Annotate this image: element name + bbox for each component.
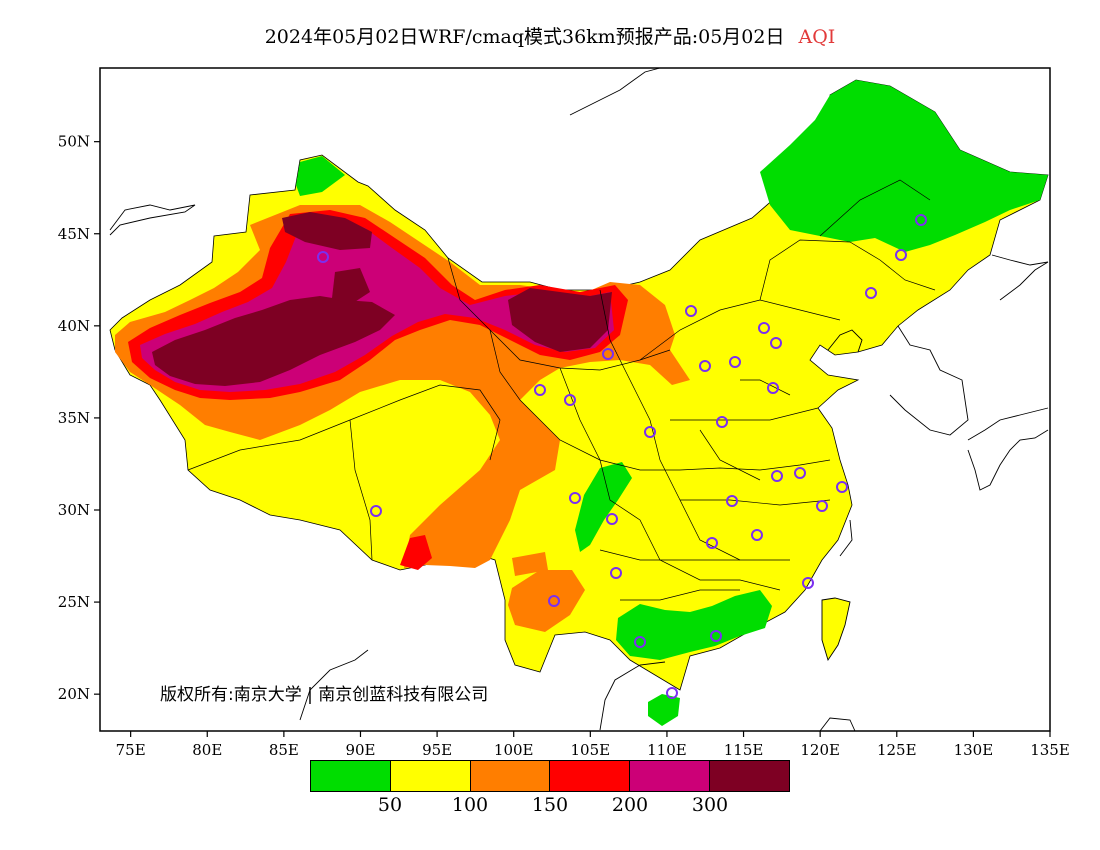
station-marker — [771, 470, 783, 482]
region-aqi-green-northeast — [760, 80, 1048, 252]
lon-label: 75E — [116, 741, 146, 759]
title-main: 2024年05月02日WRF/cmaq模式36km预报产品:05月02日 — [264, 26, 785, 48]
station-marker — [751, 529, 763, 541]
lon-label: 115E — [724, 741, 764, 759]
lon-label: 135E — [1030, 741, 1070, 759]
copyright-notice: 版权所有:南京大学 | 南京创蓝科技有限公司 — [160, 685, 489, 705]
legend-swatch — [550, 761, 631, 791]
region-aqi-red-tibet — [400, 535, 432, 570]
legend-swatch — [710, 761, 789, 791]
station-marker — [370, 505, 382, 517]
legend-tick-label: 200 — [611, 794, 649, 816]
region-aqi-green-xinjiang — [296, 156, 345, 196]
map-title: 2024年05月02日WRF/cmaq模式36km预报产品:05月02日 AQI — [0, 22, 1100, 49]
region-aqi-green-south — [616, 590, 772, 660]
legend-tick-label: 300 — [691, 794, 729, 816]
station-marker — [710, 630, 722, 642]
lat-label: 45N — [58, 225, 90, 243]
legend-swatch — [311, 761, 391, 791]
lon-label: 130E — [954, 741, 994, 759]
station-marker — [794, 467, 806, 479]
station-marker — [634, 636, 646, 648]
station-marker — [758, 322, 770, 334]
legend-swatch — [630, 761, 711, 791]
aqi-legend — [310, 760, 790, 792]
lat-label: 30N — [58, 501, 90, 519]
station-marker — [644, 426, 656, 438]
lon-label: 100E — [494, 741, 534, 759]
legend-tick-label: 100 — [451, 794, 489, 816]
station-marker — [716, 416, 728, 428]
coastlines — [109, 68, 1049, 731]
lat-label: 25N — [58, 593, 90, 611]
region-aqi-maroon-qaidam — [332, 268, 370, 305]
station-marker — [606, 513, 618, 525]
lon-label: 120E — [800, 741, 840, 759]
province-boundaries — [187, 179, 936, 601]
station-marker — [317, 251, 329, 263]
legend-tick-label: 150 — [531, 794, 569, 816]
station-marker — [610, 567, 622, 579]
station-marker — [548, 595, 560, 607]
station-marker — [770, 337, 782, 349]
region-aqi-green-hainan — [648, 694, 680, 726]
station-marker — [915, 214, 927, 226]
station-marker — [666, 687, 678, 699]
lat-label: 50N — [58, 133, 90, 151]
legend-swatch — [390, 761, 471, 791]
region-aqi-maroon-junggar — [282, 212, 372, 250]
region-aqi-maroon-alxa — [508, 288, 612, 352]
station-marker — [602, 348, 614, 360]
map-axes: 20N 25N 30N 35N 40N 45N 50N 75E 80E 85E 90E 95E 100E… — [58, 133, 1070, 759]
lon-label: 90E — [345, 741, 375, 759]
region-aqi-maroon-taklamakan — [152, 296, 395, 386]
lon-label: 95E — [422, 741, 452, 759]
station-marker — [802, 577, 814, 589]
legend-swatch — [470, 761, 551, 791]
lat-label: 40N — [58, 317, 90, 335]
station-marker — [767, 382, 779, 394]
lat-label: 20N — [58, 685, 90, 703]
lon-label: 125E — [877, 741, 917, 759]
lon-label: 80E — [192, 741, 222, 759]
title-variable: AQI — [798, 26, 836, 48]
station-marker — [816, 500, 828, 512]
station-marker — [865, 287, 877, 299]
station-marker — [836, 481, 848, 493]
lat-label: 35N — [58, 409, 90, 427]
region-aqi-green-sichuan — [575, 462, 632, 552]
station-marker — [699, 360, 711, 372]
station-marker — [564, 394, 576, 406]
station-marker — [534, 384, 546, 396]
station-marker — [895, 249, 907, 261]
lon-label: 110E — [647, 741, 687, 759]
region-aqi-orange-yunnan — [508, 570, 585, 632]
lon-label: 105E — [571, 741, 611, 759]
lon-label: 85E — [269, 741, 299, 759]
region-aqi-orange-sichuan — [512, 552, 548, 576]
station-marker — [685, 305, 697, 317]
legend-tick-label: 50 — [377, 794, 403, 816]
station-marker — [726, 495, 738, 507]
station-marker — [729, 356, 741, 368]
monitoring-stations — [317, 214, 927, 699]
station-marker — [706, 537, 718, 549]
station-marker — [569, 492, 581, 504]
